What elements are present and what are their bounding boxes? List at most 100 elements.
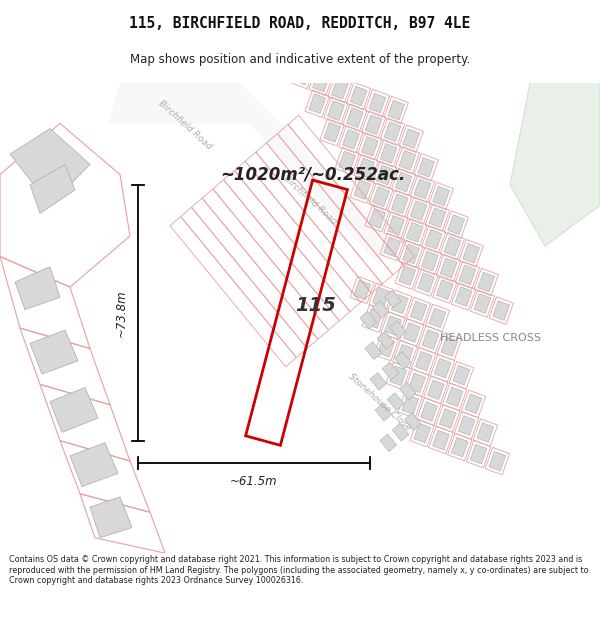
Text: ~61.5m: ~61.5m xyxy=(230,476,278,488)
Polygon shape xyxy=(395,173,412,192)
Polygon shape xyxy=(385,316,401,336)
Polygon shape xyxy=(478,272,494,292)
Polygon shape xyxy=(395,352,411,369)
Polygon shape xyxy=(10,129,90,205)
Polygon shape xyxy=(397,344,413,364)
Polygon shape xyxy=(369,209,386,228)
Polygon shape xyxy=(455,287,472,306)
Polygon shape xyxy=(339,151,356,171)
Polygon shape xyxy=(70,442,118,487)
Polygon shape xyxy=(387,392,404,411)
Polygon shape xyxy=(440,258,457,278)
Text: Stonehouse Close: Stonehouse Close xyxy=(347,371,413,432)
Polygon shape xyxy=(390,366,407,386)
Polygon shape xyxy=(465,394,482,414)
Polygon shape xyxy=(429,308,446,328)
Polygon shape xyxy=(441,337,458,356)
Polygon shape xyxy=(427,380,444,399)
Polygon shape xyxy=(415,351,432,371)
Polygon shape xyxy=(365,115,382,134)
Polygon shape xyxy=(354,180,371,199)
Polygon shape xyxy=(453,366,470,385)
Polygon shape xyxy=(451,438,468,457)
Polygon shape xyxy=(382,362,399,379)
Polygon shape xyxy=(414,423,431,443)
Polygon shape xyxy=(418,158,434,177)
Polygon shape xyxy=(399,151,416,170)
Polygon shape xyxy=(399,266,416,286)
Polygon shape xyxy=(446,387,463,407)
Polygon shape xyxy=(444,236,461,256)
Polygon shape xyxy=(30,164,75,214)
Polygon shape xyxy=(403,244,419,264)
Polygon shape xyxy=(404,413,421,431)
Polygon shape xyxy=(384,237,401,257)
Polygon shape xyxy=(360,311,377,329)
Polygon shape xyxy=(458,416,475,435)
Polygon shape xyxy=(388,216,404,235)
Text: 115, BIRCHFIELD ROAD, REDDITCH, B97 4LE: 115, BIRCHFIELD ROAD, REDDITCH, B97 4LE xyxy=(130,16,470,31)
Polygon shape xyxy=(448,215,464,234)
Polygon shape xyxy=(434,358,451,378)
Polygon shape xyxy=(388,100,404,120)
Polygon shape xyxy=(343,129,359,149)
Polygon shape xyxy=(380,144,397,163)
Polygon shape xyxy=(313,72,329,92)
Text: Map shows position and indicative extent of the property.: Map shows position and indicative extent… xyxy=(130,53,470,66)
Polygon shape xyxy=(350,86,367,106)
Polygon shape xyxy=(366,309,383,328)
Polygon shape xyxy=(402,395,419,414)
Polygon shape xyxy=(50,388,98,432)
Polygon shape xyxy=(354,280,371,300)
Polygon shape xyxy=(433,431,449,450)
Polygon shape xyxy=(358,158,374,177)
Text: Contains OS data © Crown copyright and database right 2021. This information is : Contains OS data © Crown copyright and d… xyxy=(9,555,589,585)
Polygon shape xyxy=(425,229,442,249)
Polygon shape xyxy=(377,331,394,349)
Polygon shape xyxy=(418,272,434,292)
Text: ~73.8m: ~73.8m xyxy=(115,289,128,336)
Polygon shape xyxy=(346,108,363,127)
Polygon shape xyxy=(373,287,389,307)
Polygon shape xyxy=(365,342,382,359)
Text: Birchfield Road: Birchfield Road xyxy=(281,174,338,226)
Text: HEADLESS CROSS: HEADLESS CROSS xyxy=(439,333,541,343)
Polygon shape xyxy=(400,382,416,400)
Polygon shape xyxy=(15,267,60,309)
Polygon shape xyxy=(429,208,446,227)
Polygon shape xyxy=(324,122,341,142)
Polygon shape xyxy=(433,186,449,206)
Polygon shape xyxy=(328,101,344,121)
Polygon shape xyxy=(493,301,509,321)
Polygon shape xyxy=(403,322,420,342)
Text: 115: 115 xyxy=(295,296,335,314)
Polygon shape xyxy=(470,444,487,464)
Polygon shape xyxy=(309,94,326,114)
Polygon shape xyxy=(331,79,348,99)
Polygon shape xyxy=(414,179,431,199)
Polygon shape xyxy=(477,422,494,442)
Polygon shape xyxy=(421,402,437,421)
Polygon shape xyxy=(30,330,78,374)
Polygon shape xyxy=(380,434,397,451)
Polygon shape xyxy=(294,65,311,85)
Text: ~1020m²/~0.252ac.: ~1020m²/~0.252ac. xyxy=(220,166,406,184)
Polygon shape xyxy=(463,244,479,263)
Polygon shape xyxy=(385,290,401,308)
Polygon shape xyxy=(422,330,439,349)
Polygon shape xyxy=(403,129,419,149)
Polygon shape xyxy=(370,372,386,390)
Polygon shape xyxy=(409,373,425,392)
Text: Birchfield Road: Birchfield Road xyxy=(157,99,214,152)
Polygon shape xyxy=(378,338,395,357)
Polygon shape xyxy=(369,93,386,113)
Polygon shape xyxy=(421,251,438,271)
Polygon shape xyxy=(474,294,491,313)
Polygon shape xyxy=(373,187,389,206)
Polygon shape xyxy=(410,301,427,321)
Polygon shape xyxy=(375,403,392,421)
Polygon shape xyxy=(389,321,406,338)
Polygon shape xyxy=(439,409,456,428)
Polygon shape xyxy=(376,165,393,185)
Polygon shape xyxy=(372,301,389,318)
